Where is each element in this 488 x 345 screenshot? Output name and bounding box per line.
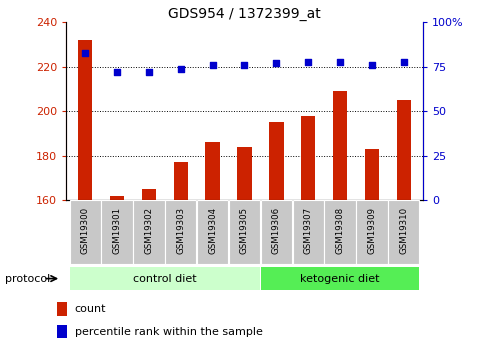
Bar (69, 200, 101, 264)
Bar (324, 200, 355, 264)
Text: count: count (75, 304, 106, 314)
Point (208, 62, 216, 68)
Point (336, 59, 344, 64)
Text: GSM19300: GSM19300 (81, 207, 89, 254)
Bar (356, 200, 387, 264)
Point (240, 62, 248, 68)
Text: GSM19308: GSM19308 (335, 207, 344, 254)
Bar (301, 116, 315, 200)
Text: GSM19303: GSM19303 (176, 207, 185, 254)
Title: GDS954 / 1372399_at: GDS954 / 1372399_at (168, 7, 320, 21)
Text: GSM19304: GSM19304 (208, 207, 217, 254)
Text: GSM19302: GSM19302 (144, 207, 153, 254)
Point (272, 60, 280, 66)
Text: GSM19307: GSM19307 (303, 207, 312, 254)
Point (177, 66, 184, 71)
Bar (133, 200, 164, 264)
Text: GSM19306: GSM19306 (271, 207, 280, 254)
Bar (269, 122, 283, 200)
Point (144, 69, 152, 75)
Text: GSM19305: GSM19305 (240, 207, 248, 254)
Bar (69, 267, 260, 290)
Bar (78, 40, 92, 200)
Bar (57, 325, 67, 338)
Bar (110, 196, 124, 200)
Point (113, 69, 121, 75)
Bar (387, 200, 419, 264)
Bar (292, 200, 323, 264)
Bar (57, 302, 67, 316)
Bar (142, 189, 156, 200)
Text: GSM19301: GSM19301 (112, 207, 121, 254)
Bar (364, 149, 378, 200)
Bar (165, 200, 196, 264)
Text: GSM19309: GSM19309 (367, 207, 376, 254)
Point (81, 50, 89, 56)
Text: percentile rank within the sample: percentile rank within the sample (75, 327, 262, 337)
Point (399, 59, 407, 64)
Bar (205, 142, 219, 200)
Bar (237, 147, 251, 200)
Text: control diet: control diet (133, 274, 196, 284)
Text: protocol: protocol (5, 274, 50, 284)
Bar (173, 162, 187, 200)
Point (304, 59, 311, 64)
Bar (396, 100, 410, 200)
Bar (228, 200, 260, 264)
Text: ketogenic diet: ketogenic diet (300, 274, 379, 284)
Bar (197, 200, 228, 264)
Point (367, 62, 375, 68)
Bar (332, 91, 346, 200)
Bar (260, 267, 419, 290)
Text: GSM19310: GSM19310 (399, 207, 407, 254)
Bar (101, 200, 132, 264)
Bar (260, 200, 291, 264)
